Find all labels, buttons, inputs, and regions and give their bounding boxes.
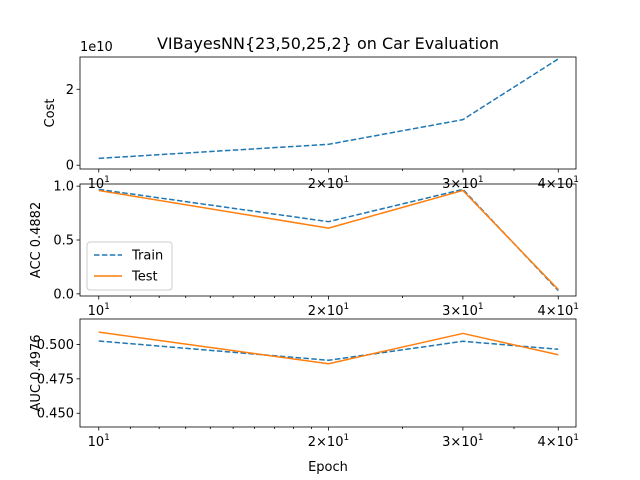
legend: Train Test [86,241,173,291]
y-axis-label: AUC 0.4976 [29,334,44,411]
x-tick-label: 4×101 [538,433,579,450]
legend-label-test: Test [131,270,158,285]
x-tick-label: 101 [88,302,110,319]
y-tick-label: 0.450 [37,407,74,422]
panel-1: 0 2 101 2×101 3×101 4×101 Cost 1e10 [43,40,579,192]
series-line-test [98,189,559,291]
x-tick-label: 2×101 [308,302,349,319]
x-tick-label: 101 [88,433,110,450]
legend-label-train: Train [131,249,163,264]
panel-3: 0.450 0.475 0.500 101 2×101 3×101 4×101 AUC 0.4… [29,318,579,450]
y-offset-label: 1e10 [80,40,113,55]
y-tick-label: 1.0 [53,180,74,195]
series-line-train [98,58,559,160]
panel-3-frame [79,318,577,428]
x-tick-label: 3×101 [442,302,483,319]
series-line-train [98,340,559,362]
panel-1-frame [79,56,577,170]
y-axis-label: Cost [43,99,58,128]
legend-box [86,241,173,291]
y-tick-label: 2 [66,83,74,98]
y-axis-label: ACC 0.4882 [29,202,44,278]
y-tick-label: 0 [66,159,74,174]
x-tick-label: 3×101 [442,175,483,192]
x-tick-label: 4×101 [538,175,579,192]
chart-title: VIBayesNN{23,50,25,2} on Car Evaluation [157,34,499,53]
x-tick-label: 2×101 [308,175,349,192]
panel-2: 0.0 0.5 1.0 101 2×101 3×101 4×101 ACC 0.4882 Tra… [29,180,579,319]
x-axis-label: Epoch [308,460,348,475]
y-tick-label: 0.500 [37,338,74,353]
y-tick-label: 0.5 [53,234,74,249]
series-line-test [98,331,559,365]
x-tick-label: 3×101 [442,433,483,450]
y-tick-label: 0.0 [53,287,74,302]
x-tick-label: 101 [88,175,110,192]
x-tick-label: 2×101 [308,433,349,450]
x-tick-label: 4×101 [538,302,579,319]
y-tick-label: 0.475 [37,372,74,387]
